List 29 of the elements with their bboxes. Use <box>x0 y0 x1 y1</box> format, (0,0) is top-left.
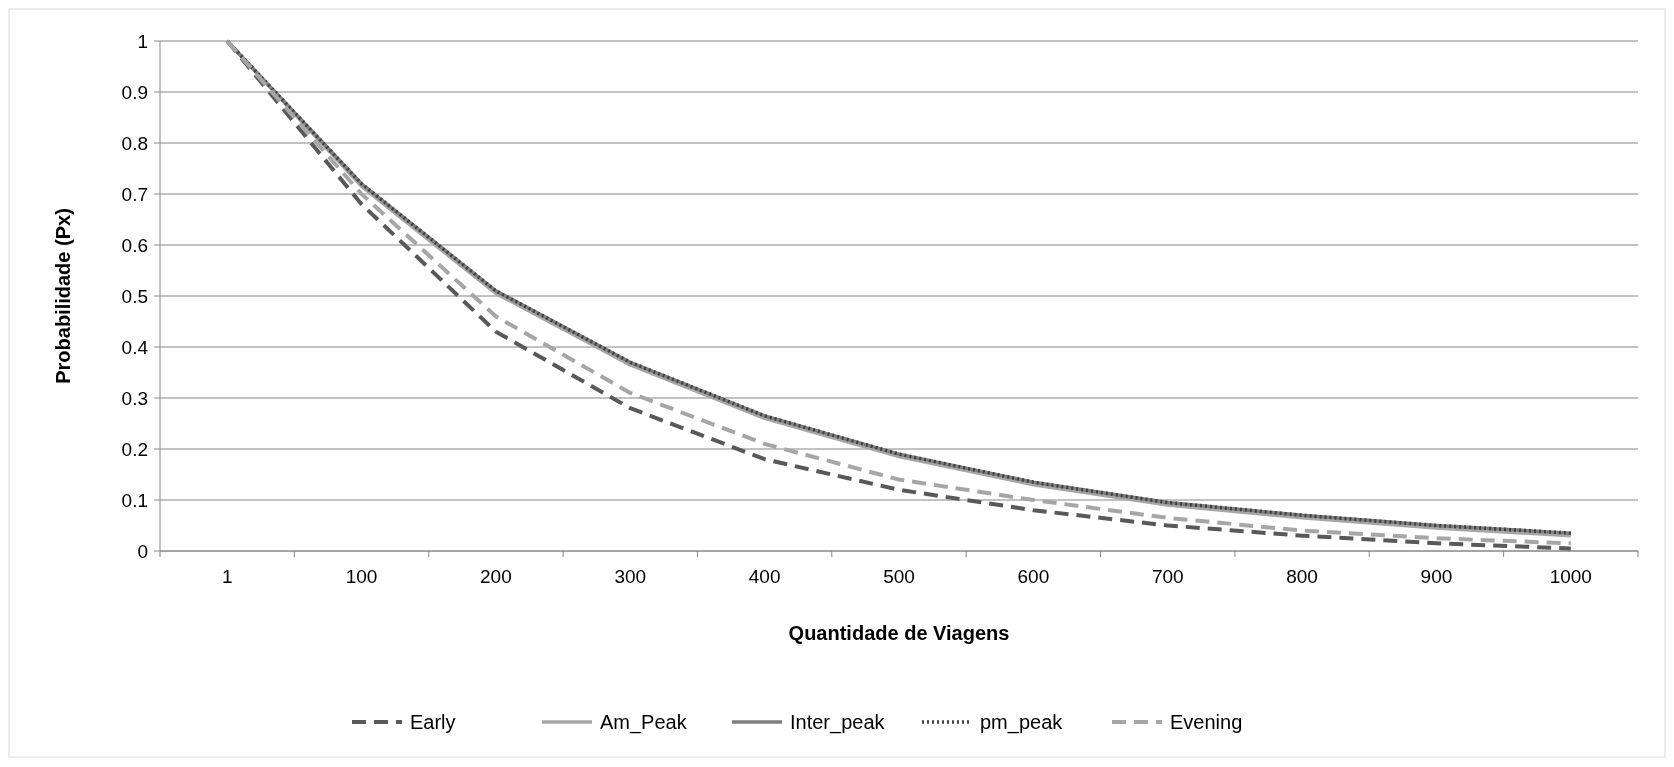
x-tick-label: 300 <box>614 566 647 587</box>
x-tick-label: 400 <box>748 566 781 587</box>
x-tick-label: 200 <box>480 566 512 587</box>
y-tick-label: 0.4 <box>121 336 149 358</box>
x-axis-title: Quantidade de Viagens <box>788 622 1010 644</box>
x-tick-label: 900 <box>1420 566 1453 587</box>
y-tick-label: 0.3 <box>121 387 148 409</box>
legend-label: pm_peak <box>980 711 1064 734</box>
y-tick-label: 0.1 <box>121 489 148 511</box>
y-tick-label: 0 <box>137 540 148 562</box>
legend-label: Early <box>410 711 456 733</box>
legend-label: Inter_peak <box>790 711 886 734</box>
y-tick-label: 1 <box>137 30 148 52</box>
x-tick-label: 1000 <box>1549 566 1592 587</box>
y-tick-label: 0.8 <box>121 132 148 154</box>
y-tick-label: 0.7 <box>121 183 148 205</box>
x-tick-label: 800 <box>1286 566 1318 587</box>
y-axis-title: Probabilidade (Px) <box>52 208 74 384</box>
y-tick-label: 0.5 <box>121 285 148 307</box>
legend-label: Evening <box>1170 711 1243 733</box>
x-tick-label: 100 <box>345 566 378 587</box>
y-tick-label: 0.6 <box>121 234 148 256</box>
x-tick-label: 700 <box>1151 566 1184 587</box>
x-tick-label: 1 <box>221 566 233 587</box>
legend-label: Am_Peak <box>600 711 688 734</box>
y-tick-label: 0.9 <box>121 81 148 103</box>
x-tick-label: 600 <box>1017 566 1050 587</box>
y-tick-label: 0.2 <box>121 438 148 460</box>
x-tick-label: 500 <box>883 566 915 587</box>
